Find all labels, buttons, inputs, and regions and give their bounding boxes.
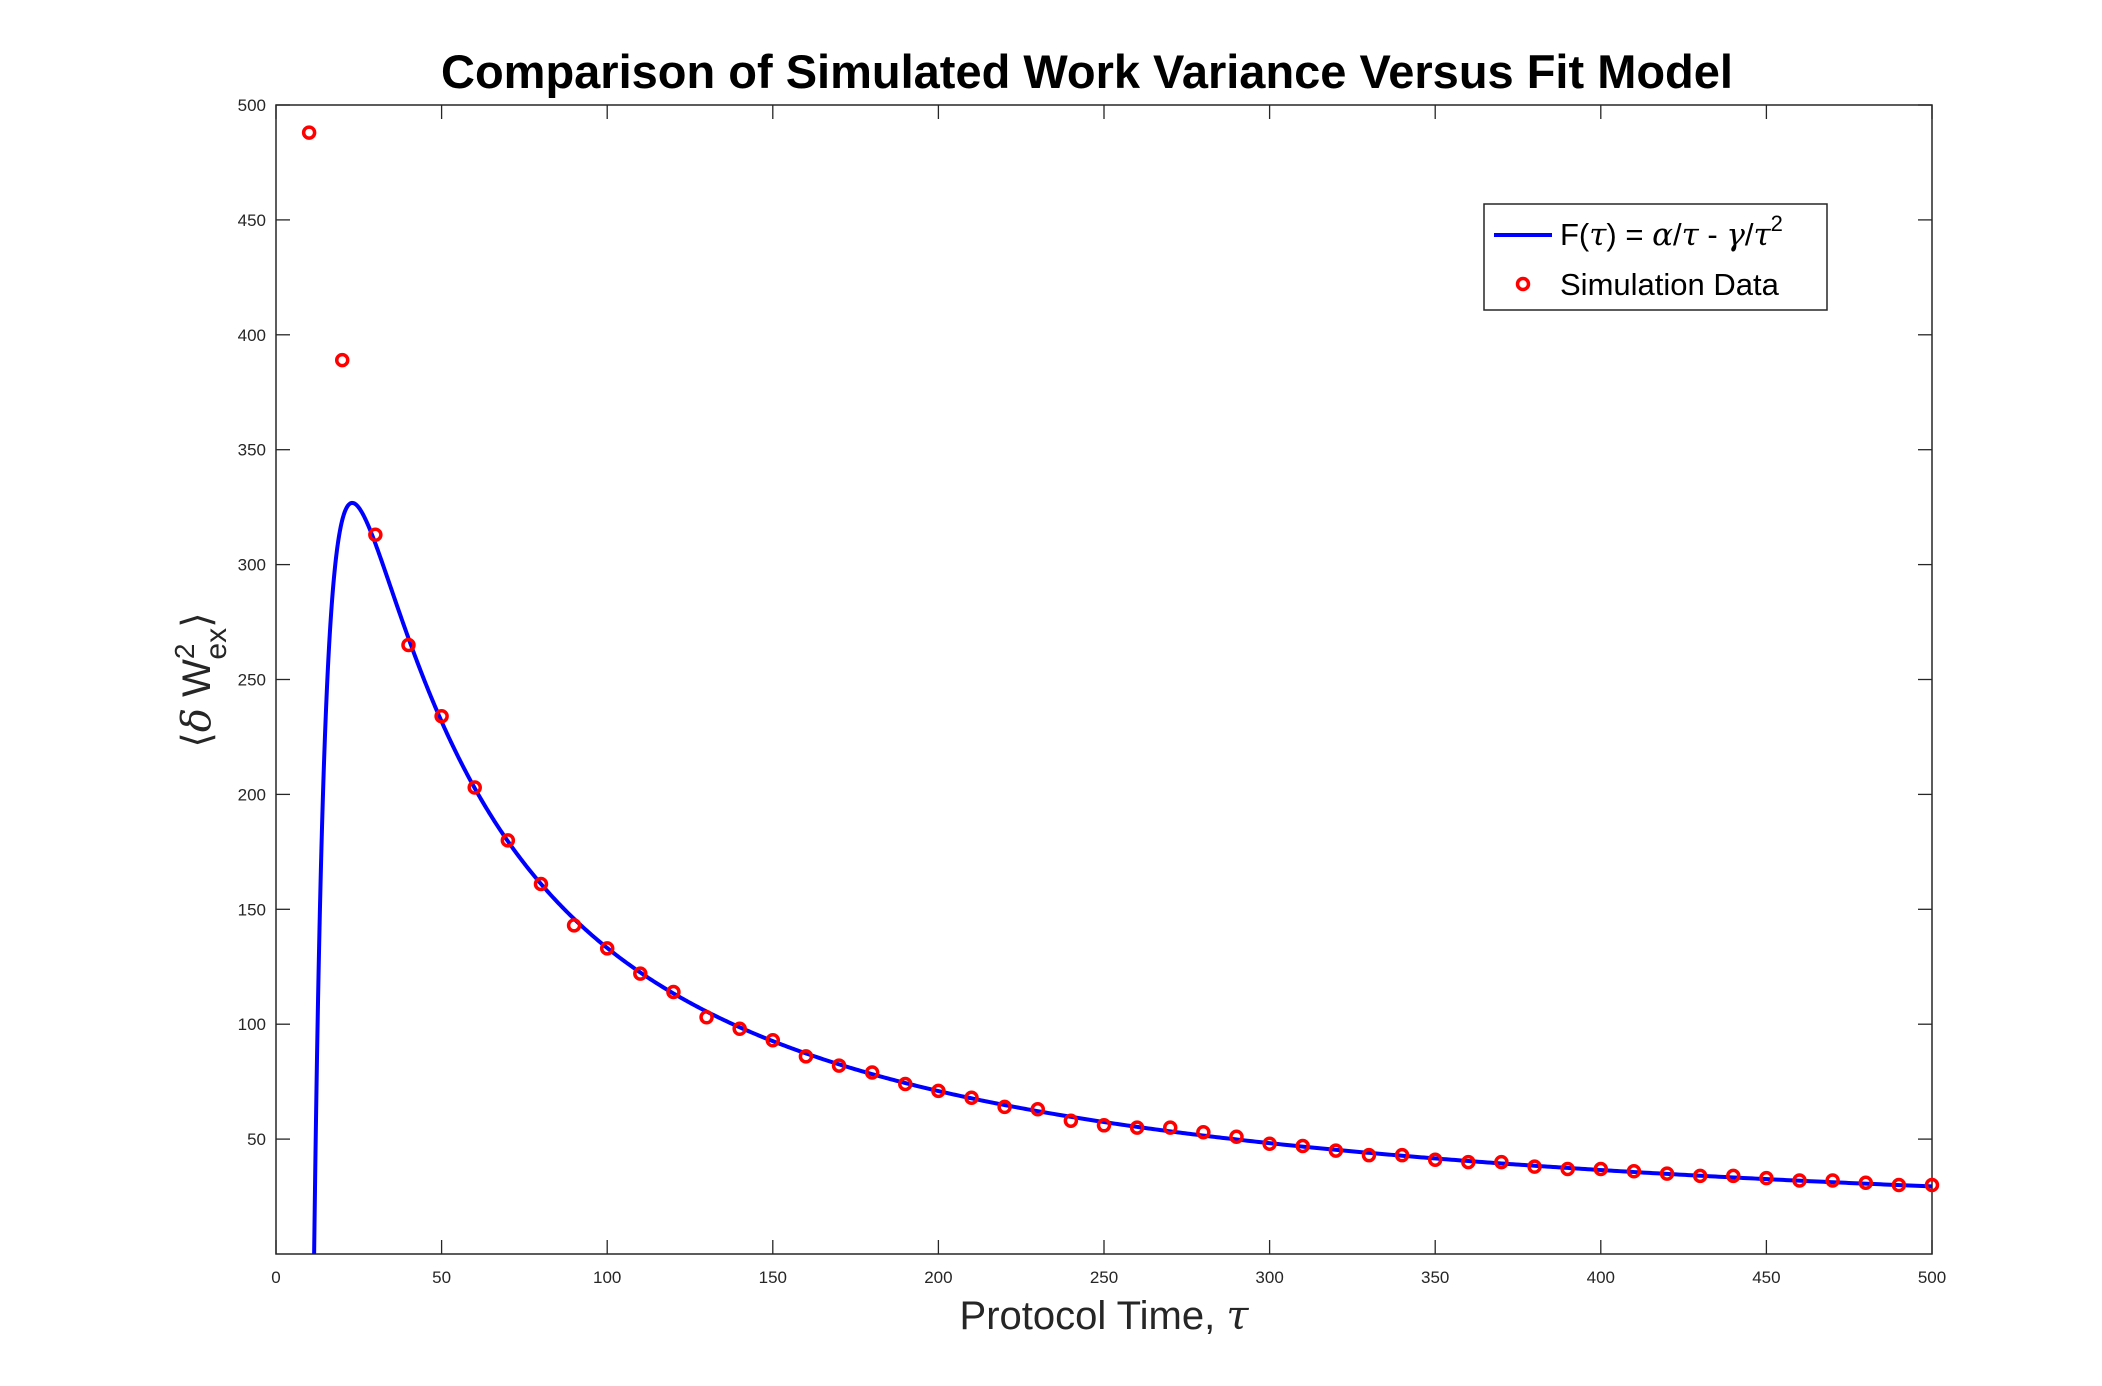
data-point <box>599 941 615 956</box>
data-point <box>1759 1170 1774 1186</box>
y-axis-ticks: 50 100 150 200 250 300 350 400 450 500 <box>238 96 1932 1149</box>
data-point <box>467 780 482 795</box>
y-tick-label: 450 <box>238 211 266 230</box>
data-point <box>831 1058 847 1073</box>
data-point <box>334 352 350 368</box>
data-point <box>732 1021 747 1037</box>
y-tick-label: 100 <box>238 1015 266 1034</box>
legend: F(τ) = α/τ - γ/τ2 Simulation Data <box>1483 203 1828 311</box>
data-point <box>1692 1168 1708 1184</box>
legend-marker-swatch <box>1515 276 1531 292</box>
data-point <box>1030 1101 1046 1117</box>
data-point <box>301 125 317 140</box>
x-tick-label: 350 <box>1421 1268 1449 1287</box>
data-point <box>765 1033 781 1048</box>
chart-title: Comparison of Simulated Work Variance Ve… <box>441 45 1733 98</box>
data-point <box>533 876 549 892</box>
legend-box <box>1483 203 1828 311</box>
data-point <box>434 709 449 724</box>
x-axis-ticks: 0 50 100 150 200 250 300 350 400 450 500 <box>271 105 1946 1287</box>
simulation-data-points <box>301 125 1940 1193</box>
data-point <box>1494 1154 1509 1170</box>
y-tick-label: 250 <box>238 671 266 690</box>
data-point <box>1295 1138 1310 1154</box>
y-tick-label: 350 <box>238 441 266 460</box>
data-point <box>898 1076 913 1092</box>
data-point <box>1328 1143 1344 1158</box>
y-tick-label: 400 <box>238 326 266 345</box>
y-axis-label: ⟨δ W2ex⟩ <box>169 612 233 747</box>
data-point <box>401 637 416 653</box>
data-point <box>1196 1124 1211 1140</box>
x-tick-label: 100 <box>593 1268 621 1287</box>
data-point <box>1427 1152 1443 1168</box>
y-tick-label: 150 <box>238 900 266 919</box>
x-tick-label: 450 <box>1752 1268 1780 1287</box>
data-point <box>997 1099 1012 1115</box>
x-tick-label: 500 <box>1918 1268 1946 1287</box>
data-point <box>633 966 648 981</box>
legend-label-fit: F(τ) = α/τ - γ/τ2 <box>1560 211 1783 253</box>
data-point <box>1262 1136 1277 1151</box>
y-tick-label: 50 <box>247 1130 266 1149</box>
data-point <box>1461 1154 1476 1170</box>
x-tick-label: 50 <box>432 1268 451 1287</box>
data-point <box>1361 1147 1377 1163</box>
data-point <box>1527 1159 1542 1174</box>
y-tick-label: 500 <box>238 96 266 115</box>
data-point <box>1394 1147 1410 1163</box>
data-point <box>699 1010 714 1025</box>
data-point <box>1825 1173 1840 1188</box>
data-point <box>1924 1177 1940 1193</box>
y-tick-label: 200 <box>238 785 266 804</box>
data-point <box>931 1083 946 1099</box>
data-point <box>1560 1161 1575 1177</box>
svg-text:⟨δ W2ex⟩: ⟨δ W2ex⟩ <box>169 612 233 747</box>
data-point <box>1096 1118 1112 1133</box>
data-point <box>1229 1129 1244 1145</box>
data-point <box>1593 1161 1609 1177</box>
data-point <box>1626 1164 1642 1179</box>
data-point <box>1129 1120 1145 1135</box>
data-point <box>798 1049 814 1064</box>
x-axis-label: Protocol Time, τ <box>960 1293 1250 1339</box>
x-tick-label: 200 <box>924 1268 952 1287</box>
data-point <box>368 527 383 542</box>
legend-label-data: Simulation Data <box>1560 267 1780 302</box>
data-point <box>864 1065 880 1080</box>
data-point <box>1063 1113 1079 1128</box>
fit-model-line <box>312 500 1932 1254</box>
data-point <box>1792 1173 1807 1188</box>
x-tick-label: 250 <box>1090 1268 1118 1287</box>
x-tick-label: 400 <box>1587 1268 1615 1287</box>
data-point <box>566 918 582 933</box>
x-tick-label: 150 <box>759 1268 787 1287</box>
data-point <box>964 1090 979 1105</box>
data-point <box>666 984 681 1000</box>
data-point <box>500 833 516 848</box>
data-point <box>1891 1177 1907 1193</box>
data-point <box>1858 1175 1874 1191</box>
data-point <box>1162 1120 1178 1135</box>
x-tick-label: 300 <box>1255 1268 1283 1287</box>
data-point <box>1726 1168 1741 1184</box>
y-tick-label: 300 <box>238 556 266 575</box>
x-tick-label: 0 <box>271 1268 280 1287</box>
data-point <box>1659 1166 1675 1181</box>
